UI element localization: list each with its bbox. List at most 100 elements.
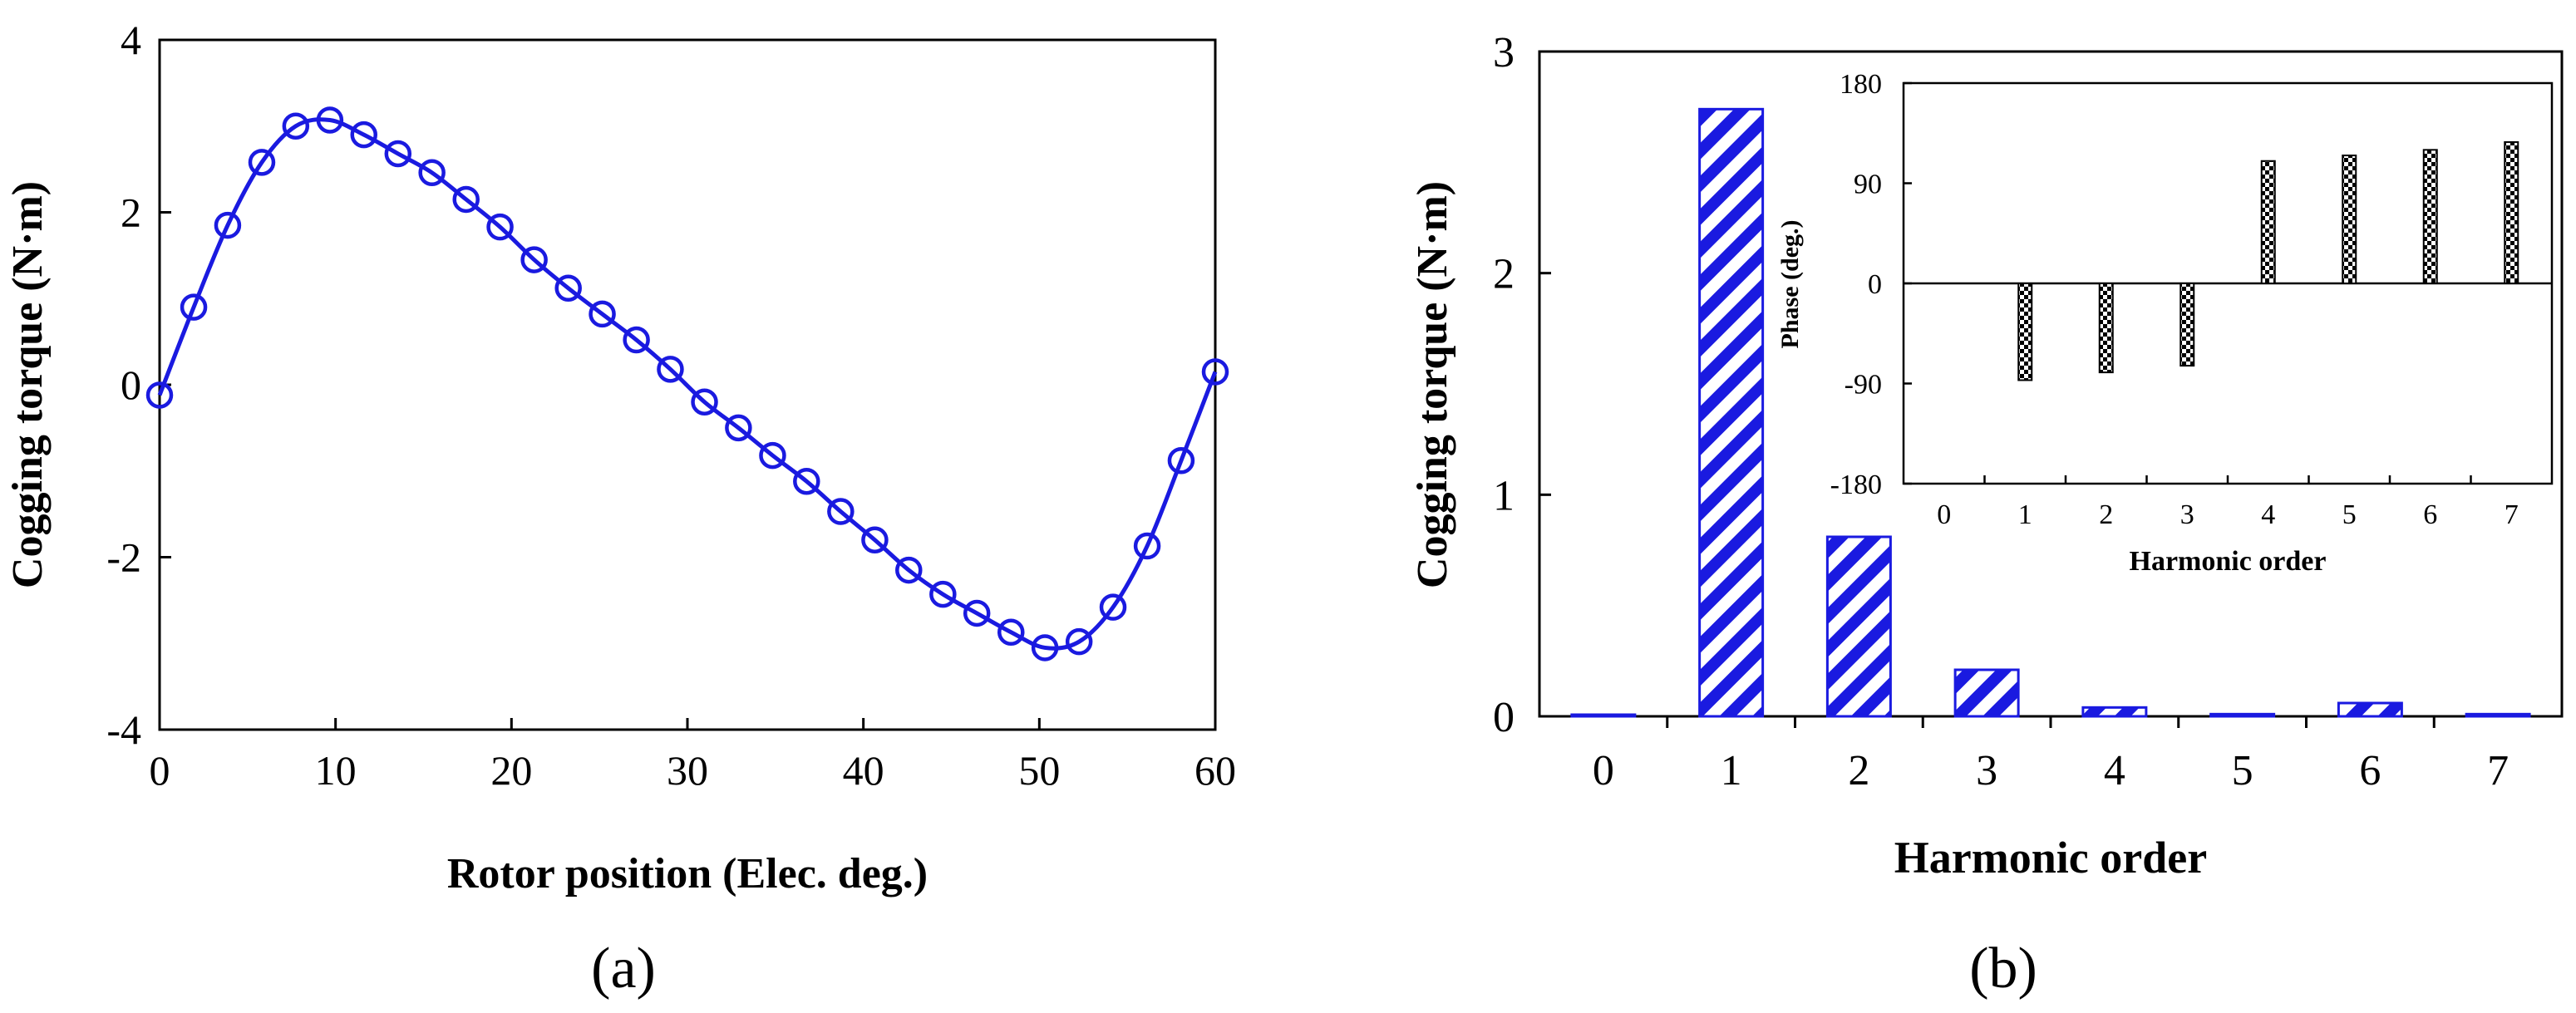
inset-y-tick-label: -180 — [1830, 470, 1882, 500]
inset-x-tick-label: 6 — [2423, 499, 2437, 530]
data-point — [282, 112, 310, 140]
inset-x-axis-label: Harmonic order — [2130, 546, 2327, 577]
panel-a-x-tick-label: 30 — [667, 747, 708, 794]
inset-x-tick-label: 0 — [1937, 499, 1951, 530]
panel-b-x-tick-label: 0 — [1593, 747, 1614, 794]
inset-y-tick-label: 180 — [1840, 69, 1882, 100]
data-point — [623, 326, 650, 354]
data-point — [759, 441, 786, 470]
panel-b-bars — [1570, 107, 2531, 718]
panel-b-y-axis-label: Cogging torque (N·m) — [1409, 181, 1456, 588]
inset-x-tick-label: 3 — [2180, 499, 2194, 530]
panel-a-y-tick-label: 2 — [121, 189, 141, 236]
harmonic-bar — [1953, 668, 2020, 718]
inset-x-ticks: 0 1 2 3 4 5 6 7 — [1937, 475, 2519, 530]
panel-b-x-tick-label: 4 — [2104, 747, 2125, 794]
inset-y-ticks: -180 -90 0 90 180 — [1830, 69, 1912, 500]
panel-b-y-tick-label: 2 — [1493, 251, 1515, 298]
panel-b-label: (b) — [1969, 937, 2037, 1001]
inset-x-tick-label: 4 — [2261, 499, 2275, 530]
cogging-torque-markers — [145, 106, 1229, 661]
data-point — [180, 293, 208, 321]
panel-b-x-tick-label: 5 — [2232, 747, 2253, 794]
data-point — [793, 467, 820, 495]
data-point — [895, 556, 923, 584]
panel-a-x-tick-label: 20 — [490, 747, 532, 794]
panel-b-x-tick-label: 1 — [1721, 747, 1742, 794]
phase-bar — [2017, 283, 2033, 381]
inset-y-tick-label: 90 — [1854, 170, 1882, 200]
data-point — [691, 388, 718, 416]
panel-b-y-tick-label: 3 — [1493, 29, 1515, 76]
data-point — [520, 246, 548, 273]
data-point — [1065, 627, 1093, 656]
data-point — [1201, 358, 1229, 386]
panel-a-x-tick-label: 10 — [315, 747, 357, 794]
inset-x-tick-label: 7 — [2505, 499, 2519, 530]
inset-y-axis-label: Phase (deg.) — [1776, 220, 1804, 349]
phase-bar — [2504, 140, 2519, 284]
data-point — [963, 599, 991, 627]
data-point — [418, 159, 446, 187]
data-point — [214, 211, 242, 239]
data-point — [1099, 593, 1127, 621]
harmonic-bar — [2081, 706, 2148, 718]
harmonic-bar — [1825, 535, 1892, 718]
panel-a-y-axis-label: Cogging torque (N·m) — [4, 181, 52, 588]
panel-b-x-tick-label: 6 — [2359, 747, 2381, 794]
harmonic-bar — [1698, 107, 1765, 718]
panel-a-y-tick-label: 0 — [121, 361, 141, 408]
panel-a-x-tick-label: 0 — [150, 747, 170, 794]
data-point — [384, 140, 412, 168]
phase-bar — [2342, 155, 2357, 284]
inset-phase-chart: -180 -90 0 90 180 0 1 2 3 4 5 6 7 Harmonic order Ph… — [1776, 69, 2554, 577]
data-point — [486, 213, 514, 241]
inset-y-tick-label: 0 — [1868, 269, 1882, 300]
data-point — [827, 498, 855, 525]
panel-b-y-tick-label: 1 — [1493, 472, 1515, 519]
panel-a-x-tick-label: 50 — [1018, 747, 1060, 794]
panel-b-y-ticks: 0 1 2 3 — [1493, 29, 1551, 741]
data-point — [657, 356, 684, 383]
data-point — [452, 185, 480, 214]
panel-b-x-tick-label: 2 — [1848, 747, 1869, 794]
data-point — [589, 300, 616, 328]
panel-b-x-ticks: 0 1 2 3 4 5 6 7 — [1593, 716, 2509, 794]
panel-b: 0 1 2 3 0 1 2 3 4 5 6 7 Harmonic order Cogging tor… — [1409, 29, 2564, 1001]
panel-a-label: (a) — [591, 937, 656, 1001]
inset-x-tick-label: 5 — [2342, 499, 2357, 530]
panel-a-x-tick-label: 60 — [1194, 747, 1236, 794]
phase-bar — [2180, 283, 2195, 367]
harmonic-bar — [2337, 701, 2403, 718]
harmonic-bar — [1570, 713, 1637, 718]
data-point — [997, 618, 1025, 647]
phase-bar — [2422, 149, 2438, 284]
data-point — [248, 149, 276, 176]
panel-a-x-ticks: 0 10 20 30 40 50 60 — [150, 718, 1236, 794]
inset-y-tick-label: -90 — [1845, 370, 1882, 401]
phase-bar — [2098, 283, 2114, 374]
panel-b-x-axis-label: Harmonic order — [1894, 833, 2207, 883]
panel-a-y-tick-label: -2 — [106, 534, 141, 581]
panel-a-y-tick-label: 4 — [121, 17, 141, 63]
inset-x-tick-label: 1 — [2018, 499, 2032, 530]
harmonic-bar — [2465, 712, 2531, 718]
data-point — [350, 120, 377, 149]
panel-b-x-tick-label: 3 — [1976, 747, 1997, 794]
data-point — [1031, 634, 1059, 661]
inset-bars — [2017, 140, 2519, 381]
phase-bar — [2260, 160, 2276, 284]
panel-b-x-tick-label: 7 — [2487, 747, 2509, 794]
panel-a: -4 -2 0 2 4 0 10 20 30 40 50 60 Rotor position (El… — [4, 17, 1236, 1001]
data-point — [1167, 447, 1195, 475]
data-point — [725, 414, 752, 442]
panel-a-x-axis-label: Rotor position (Elec. deg.) — [447, 850, 928, 897]
data-point — [929, 580, 957, 608]
panel-a-y-tick-label: -4 — [106, 706, 141, 753]
harmonic-bar — [2209, 712, 2276, 718]
data-point — [861, 526, 889, 553]
data-point — [554, 274, 582, 302]
data-point — [1133, 532, 1161, 560]
data-point — [145, 381, 174, 409]
